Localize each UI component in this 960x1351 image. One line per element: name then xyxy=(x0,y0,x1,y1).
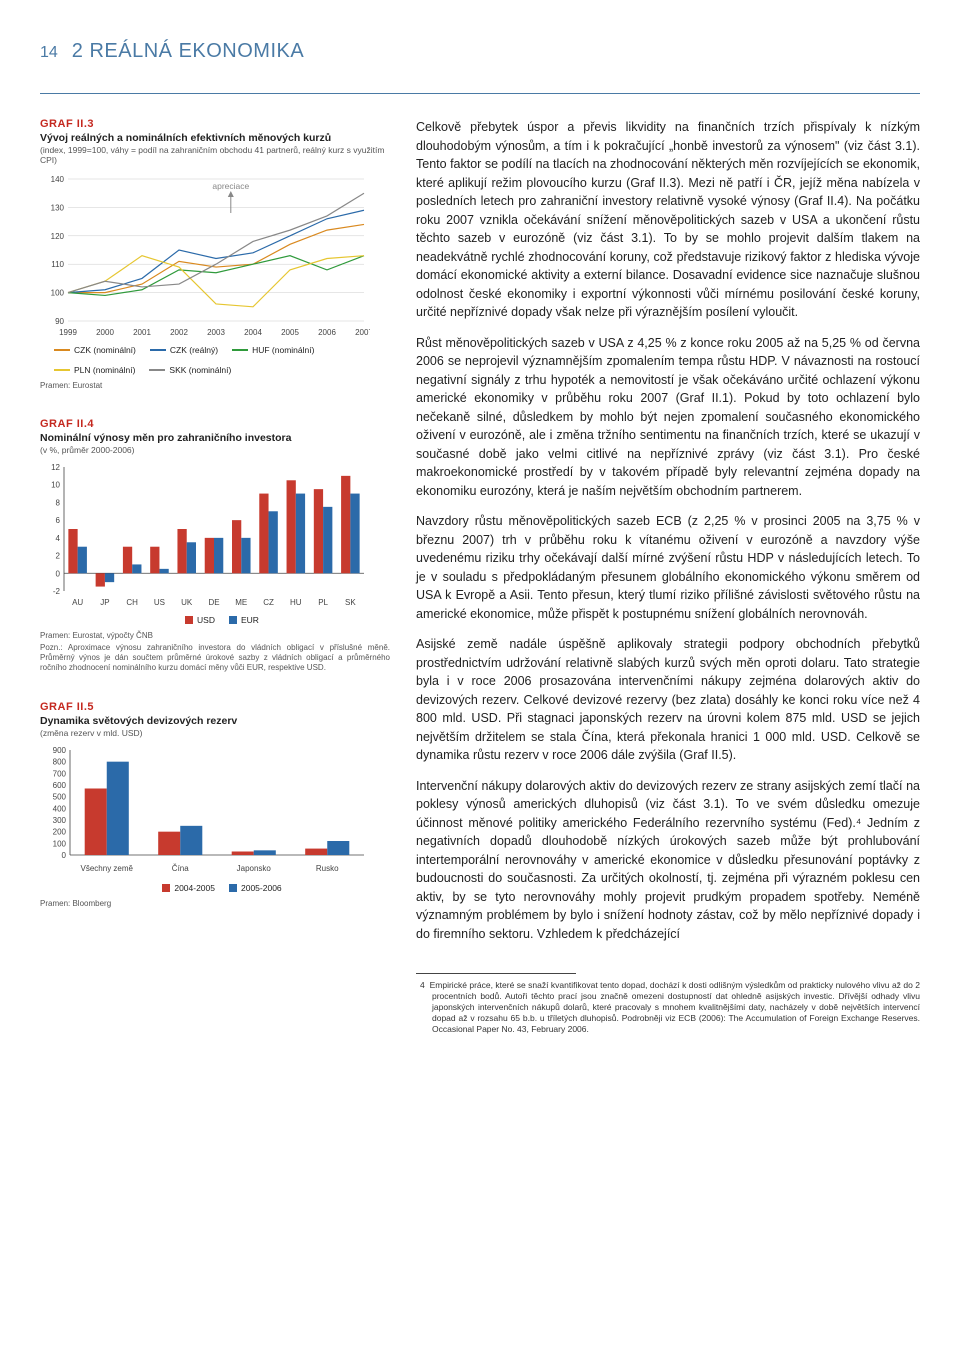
svg-text:Všechny země: Všechny země xyxy=(81,864,134,873)
page-number: 14 xyxy=(40,44,58,62)
svg-text:apreciace: apreciace xyxy=(212,181,249,191)
svg-text:2007: 2007 xyxy=(355,328,370,337)
svg-text:HU: HU xyxy=(290,598,302,607)
legend-item: 2005-2006 xyxy=(229,883,282,893)
svg-text:2002: 2002 xyxy=(170,328,188,337)
legend-item: PLN (nominální) xyxy=(54,365,135,375)
body-p4: Asijské země nadále úspěšně aplikovaly s… xyxy=(416,635,920,765)
graf-ii5-title: Dynamika světových devizových rezerv xyxy=(40,715,390,727)
svg-text:300: 300 xyxy=(53,816,67,825)
header-rule xyxy=(40,93,920,94)
graf-ii3-label: GRAF II.3 xyxy=(40,118,390,130)
graf-ii5-source: Pramen: Bloomberg xyxy=(40,899,390,908)
svg-text:2004: 2004 xyxy=(244,328,262,337)
svg-text:130: 130 xyxy=(51,203,65,212)
svg-text:2001: 2001 xyxy=(133,328,151,337)
svg-text:US: US xyxy=(154,598,165,607)
svg-text:12: 12 xyxy=(51,463,60,472)
svg-text:800: 800 xyxy=(53,758,67,767)
legend-item: 2004-2005 xyxy=(162,883,215,893)
charts-column: GRAF II.3 Vývoj reálných a nominálních e… xyxy=(40,118,390,1035)
graf-ii4-block: GRAF II.4 Nominální výnosy měn pro zahra… xyxy=(40,418,390,673)
body-p2: Růst měnověpolitických sazeb v USA z 4,2… xyxy=(416,334,920,501)
body-column: Celkově přebytek úspor a převis likvidit… xyxy=(416,118,920,1035)
svg-text:90: 90 xyxy=(55,317,64,326)
graf-ii3-source: Pramen: Eurostat xyxy=(40,381,390,390)
svg-text:JP: JP xyxy=(100,598,109,607)
graf-ii5-chart: 0 100 200 300 400 500 600 700 800 900 Všechny země… xyxy=(40,744,390,879)
svg-text:10: 10 xyxy=(51,481,60,490)
graf-ii3-block: GRAF II.3 Vývoj reálných a nominálních e… xyxy=(40,118,390,390)
svg-text:900: 900 xyxy=(53,746,67,755)
svg-text:600: 600 xyxy=(53,781,67,790)
svg-text:110: 110 xyxy=(51,260,64,269)
svg-text:8: 8 xyxy=(56,498,61,507)
svg-text:AU: AU xyxy=(72,598,83,607)
svg-text:2000: 2000 xyxy=(96,328,114,337)
svg-text:PL: PL xyxy=(318,598,328,607)
svg-text:140: 140 xyxy=(51,175,65,184)
legend-item: CZK (reálný) xyxy=(150,345,218,355)
svg-text:UK: UK xyxy=(181,598,193,607)
graf-ii3-legend: CZK (nominální) CZK (reálný) HUF (nomináln… xyxy=(40,345,390,375)
svg-text:4: 4 xyxy=(56,534,61,543)
svg-text:0: 0 xyxy=(56,569,61,578)
svg-text:700: 700 xyxy=(53,769,67,778)
section-title: 2 REÁLNÁ EKONOMIKA xyxy=(72,40,304,63)
svg-text:200: 200 xyxy=(53,828,67,837)
svg-text:2005: 2005 xyxy=(281,328,299,337)
svg-text:120: 120 xyxy=(51,232,65,241)
svg-text:ME: ME xyxy=(235,598,247,607)
graf-ii3-subtitle: (index, 1999=100, váhy = podíl na zahran… xyxy=(40,145,390,165)
body-p1: Celkově přebytek úspor a převis likvidit… xyxy=(416,118,920,322)
graf-ii4-subtitle: (v %, průměr 2000-2006) xyxy=(40,445,390,455)
graf-ii4-legend: USD EUR xyxy=(40,615,390,625)
svg-text:1999: 1999 xyxy=(59,328,77,337)
svg-text:400: 400 xyxy=(53,804,67,813)
svg-text:6: 6 xyxy=(56,516,61,525)
graf-ii4-note: Pozn.: Aproximace výnosu zahraničního in… xyxy=(40,643,390,673)
footnote-text: Empirické práce, které se snaží kvantifi… xyxy=(430,980,920,1034)
footnote-rule xyxy=(416,973,576,974)
graf-ii3-title: Vývoj reálných a nominálních efektivních… xyxy=(40,132,390,144)
body-p3: Navzdory růstu měnověpolitických sazeb E… xyxy=(416,512,920,623)
svg-text:2: 2 xyxy=(56,552,61,561)
graf-ii4-source: Pramen: Eurostat, výpočty ČNB xyxy=(40,631,390,640)
svg-text:Japonsko: Japonsko xyxy=(237,864,272,873)
svg-text:CZ: CZ xyxy=(263,598,274,607)
svg-text:Rusko: Rusko xyxy=(316,864,339,873)
graf-ii4-label: GRAF II.4 xyxy=(40,418,390,430)
svg-text:-2: -2 xyxy=(53,587,61,596)
body-p5: Intervenční nákupy dolarových aktiv do d… xyxy=(416,777,920,944)
legend-item: EUR xyxy=(229,615,259,625)
graf-ii3-chart: 90 100 110 120 130 140 1999 2000 2001 2002 2003 200… xyxy=(40,171,390,341)
svg-text:2006: 2006 xyxy=(318,328,336,337)
footnote-4: 4 Empirické práce, které se snaží kvanti… xyxy=(416,980,920,1035)
svg-text:0: 0 xyxy=(62,851,67,860)
footnote-marker: 4 xyxy=(420,980,425,990)
graf-ii4-chart: -2 0 2 4 6 8 10 12 AU JP CH US UK DE ME CZ HU PL SK xyxy=(40,461,390,611)
legend-item: SKK (nominální) xyxy=(149,365,231,375)
svg-text:CH: CH xyxy=(126,598,138,607)
legend-item: CZK (nominální) xyxy=(54,345,136,355)
legend-item: HUF (nominální) xyxy=(232,345,314,355)
graf-ii5-subtitle: (změna rezerv v mld. USD) xyxy=(40,728,390,738)
graf-ii5-block: GRAF II.5 Dynamika světových devizových … xyxy=(40,701,390,908)
svg-text:100: 100 xyxy=(51,289,65,298)
svg-text:100: 100 xyxy=(53,839,67,848)
svg-text:500: 500 xyxy=(53,793,67,802)
svg-text:DE: DE xyxy=(208,598,219,607)
graf-ii5-legend: 2004-2005 2005-2006 xyxy=(40,883,390,893)
svg-text:2003: 2003 xyxy=(207,328,225,337)
graf-ii5-label: GRAF II.5 xyxy=(40,701,390,713)
graf-ii4-title: Nominální výnosy měn pro zahraničního in… xyxy=(40,432,390,444)
legend-item: USD xyxy=(185,615,215,625)
svg-text:SK: SK xyxy=(345,598,356,607)
svg-text:Čína: Čína xyxy=(172,864,189,873)
